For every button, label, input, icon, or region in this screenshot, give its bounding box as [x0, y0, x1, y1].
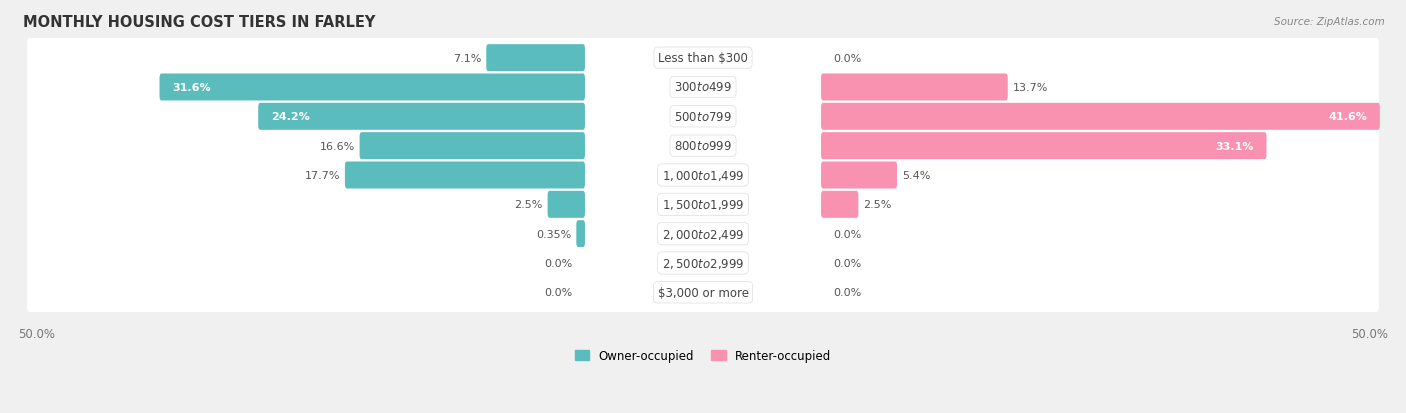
FancyBboxPatch shape	[576, 221, 585, 247]
Text: 0.0%: 0.0%	[544, 287, 572, 298]
Text: $2,500 to $2,999: $2,500 to $2,999	[662, 256, 744, 271]
FancyBboxPatch shape	[821, 162, 897, 189]
FancyBboxPatch shape	[27, 97, 1379, 137]
Text: 16.6%: 16.6%	[319, 141, 354, 151]
FancyBboxPatch shape	[27, 214, 1379, 254]
FancyBboxPatch shape	[360, 133, 585, 160]
Text: 24.2%: 24.2%	[271, 112, 309, 122]
Text: 0.0%: 0.0%	[834, 259, 862, 268]
Text: $1,500 to $1,999: $1,500 to $1,999	[662, 198, 744, 212]
Text: 0.0%: 0.0%	[834, 287, 862, 298]
Text: $1,000 to $1,499: $1,000 to $1,499	[662, 169, 744, 183]
FancyBboxPatch shape	[27, 185, 1379, 224]
Text: Source: ZipAtlas.com: Source: ZipAtlas.com	[1274, 17, 1385, 26]
Text: $300 to $499: $300 to $499	[673, 81, 733, 94]
Legend: Owner-occupied, Renter-occupied: Owner-occupied, Renter-occupied	[569, 345, 837, 367]
Text: 17.7%: 17.7%	[305, 171, 340, 180]
FancyBboxPatch shape	[27, 273, 1379, 312]
Text: Less than $300: Less than $300	[658, 52, 748, 65]
Text: 0.0%: 0.0%	[834, 229, 862, 239]
FancyBboxPatch shape	[27, 156, 1379, 195]
FancyBboxPatch shape	[821, 133, 1267, 160]
Text: $500 to $799: $500 to $799	[673, 111, 733, 123]
Text: 0.35%: 0.35%	[536, 229, 572, 239]
Text: 33.1%: 33.1%	[1215, 141, 1254, 151]
FancyBboxPatch shape	[259, 104, 585, 131]
Text: 2.5%: 2.5%	[863, 200, 891, 210]
Text: 41.6%: 41.6%	[1329, 112, 1367, 122]
Text: 13.7%: 13.7%	[1012, 83, 1047, 93]
Text: 0.0%: 0.0%	[544, 259, 572, 268]
FancyBboxPatch shape	[547, 191, 585, 218]
FancyBboxPatch shape	[27, 244, 1379, 283]
FancyBboxPatch shape	[821, 104, 1379, 131]
FancyBboxPatch shape	[27, 68, 1379, 107]
Text: MONTHLY HOUSING COST TIERS IN FARLEY: MONTHLY HOUSING COST TIERS IN FARLEY	[22, 15, 375, 30]
Text: 31.6%: 31.6%	[172, 83, 211, 93]
FancyBboxPatch shape	[344, 162, 585, 189]
Text: $2,000 to $2,499: $2,000 to $2,499	[662, 227, 744, 241]
Text: $800 to $999: $800 to $999	[673, 140, 733, 153]
FancyBboxPatch shape	[821, 191, 859, 218]
FancyBboxPatch shape	[27, 127, 1379, 166]
Text: 7.1%: 7.1%	[453, 54, 482, 64]
Text: 0.0%: 0.0%	[834, 54, 862, 64]
FancyBboxPatch shape	[821, 74, 1008, 101]
FancyBboxPatch shape	[27, 39, 1379, 78]
Text: 2.5%: 2.5%	[515, 200, 543, 210]
FancyBboxPatch shape	[486, 45, 585, 72]
Text: 5.4%: 5.4%	[901, 171, 931, 180]
FancyBboxPatch shape	[159, 74, 585, 101]
Text: $3,000 or more: $3,000 or more	[658, 286, 748, 299]
